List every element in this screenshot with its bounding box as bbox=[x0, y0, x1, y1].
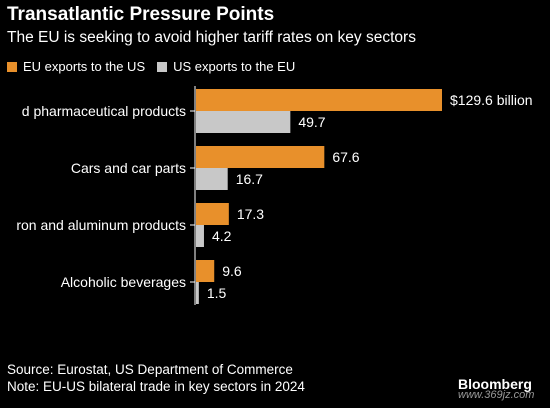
category-label: d pharmaceutical products bbox=[22, 103, 186, 119]
data-label-us: 49.7 bbox=[298, 114, 325, 130]
bloomberg-logo: Bloomberg bbox=[458, 376, 532, 392]
legend-label-us: US exports to the EU bbox=[173, 59, 296, 74]
data-label-us: 1.5 bbox=[207, 285, 227, 301]
legend-item-eu: EU exports to the US bbox=[7, 59, 145, 74]
footnote: Note: EU-US bilateral trade in key secto… bbox=[7, 379, 305, 394]
bar-eu bbox=[196, 146, 325, 168]
chart-subtitle: The EU is seeking to avoid higher tariff… bbox=[7, 29, 416, 46]
legend-label-eu: EU exports to the US bbox=[23, 59, 146, 74]
data-label-eu: 67.6 bbox=[332, 149, 359, 165]
bar-us bbox=[196, 111, 291, 133]
source-note: Source: Eurostat, US Department of Comme… bbox=[7, 362, 293, 377]
legend-swatch-us bbox=[157, 61, 168, 72]
bar-us bbox=[196, 282, 199, 304]
data-label-eu: $129.6 billion bbox=[450, 92, 533, 108]
data-label-us: 16.7 bbox=[236, 171, 263, 187]
category-label: ron and aluminum products bbox=[16, 217, 186, 233]
category-label: Cars and car parts bbox=[71, 160, 186, 176]
bar-eu bbox=[196, 260, 215, 282]
bar-us bbox=[196, 168, 228, 190]
legend: EU exports to the US US exports to the E… bbox=[7, 59, 307, 74]
chart-title: Transatlantic Pressure Points bbox=[7, 4, 275, 25]
legend-item-us: US exports to the EU bbox=[157, 59, 295, 74]
data-label-us: 4.2 bbox=[212, 228, 232, 244]
data-label-eu: 17.3 bbox=[237, 206, 264, 222]
bar-us bbox=[196, 225, 204, 247]
watermark: www.369jz.com bbox=[458, 389, 535, 401]
bar-eu bbox=[196, 203, 229, 225]
category-label: Alcoholic beverages bbox=[61, 274, 186, 290]
bar-eu bbox=[196, 89, 442, 111]
data-label-eu: 9.6 bbox=[222, 263, 242, 279]
legend-swatch-eu bbox=[7, 61, 17, 72]
